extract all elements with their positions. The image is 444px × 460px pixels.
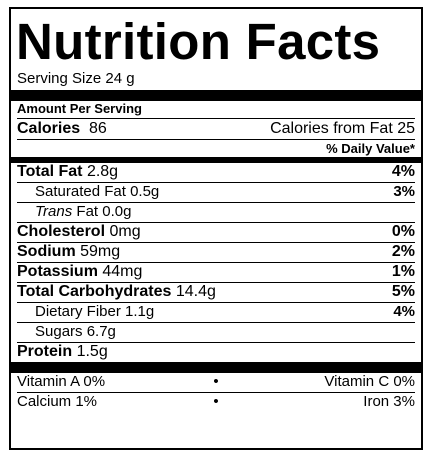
daily-value-header: % Daily Value* bbox=[17, 139, 415, 157]
medium-divider bbox=[11, 157, 421, 163]
nutrition-label: Nutrition Facts Serving Size 24 g Amount… bbox=[9, 7, 423, 450]
vitamin-row-2: Calcium 1% • Iron 3% bbox=[17, 392, 415, 412]
nutrient-row-protein: Protein 1.5g bbox=[17, 342, 415, 362]
vitamin-row-1: Vitamin A 0% • Vitamin C 0% bbox=[17, 373, 415, 392]
nutrient-row-total-carbohydrates: Total Carbohydrates 14.4g 5% bbox=[17, 282, 415, 300]
nutrient-row-potassium: Potassium 44mg 1% bbox=[17, 262, 415, 280]
nutrient-row-dietary-fiber: Dietary Fiber 1.1g 4% bbox=[17, 302, 415, 322]
thick-divider bbox=[11, 90, 421, 101]
calories-value: 86 bbox=[89, 120, 107, 137]
nutrient-row-saturated-fat: Saturated Fat 0.5g 3% bbox=[17, 182, 415, 202]
nutrient-row-sugars: Sugars 6.7g bbox=[17, 322, 415, 342]
iron: Iron 3% bbox=[363, 393, 415, 410]
bullet-separator: • bbox=[213, 393, 219, 410]
label-title: Nutrition Facts bbox=[16, 13, 381, 70]
serving-size: Serving Size 24 g bbox=[17, 70, 135, 87]
nutrient-row-cholesterol: Cholesterol 0mg 0% bbox=[17, 222, 415, 240]
calories-label: Calories bbox=[17, 120, 81, 137]
calories-from-fat: Calories from Fat 25 bbox=[270, 120, 415, 137]
bullet-separator: • bbox=[213, 373, 219, 390]
nutrient-row-total-fat: Total Fat 2.8g 4% bbox=[17, 163, 415, 180]
calories-row: Calories 86 Calories from Fat 25 bbox=[17, 118, 415, 139]
thick-divider-bottom bbox=[11, 362, 421, 373]
vitamin-c: Vitamin C 0% bbox=[324, 373, 415, 390]
nutrient-row-trans-fat: Trans Fat 0.0g bbox=[17, 202, 415, 222]
vitamin-a: Vitamin A 0% bbox=[17, 373, 106, 390]
amount-per-serving: Amount Per Serving bbox=[17, 101, 142, 116]
calcium: Calcium 1% bbox=[17, 393, 98, 410]
nutrient-row-sodium: Sodium 59mg 2% bbox=[17, 242, 415, 260]
